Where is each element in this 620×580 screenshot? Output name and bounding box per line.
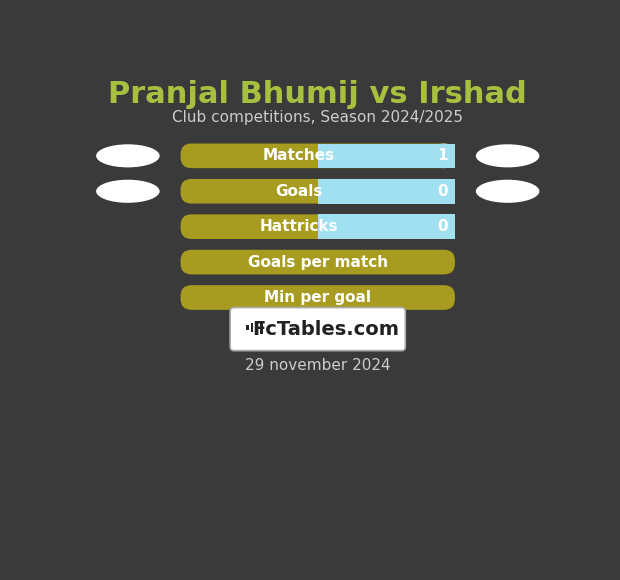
- Bar: [317, 179, 455, 204]
- Text: 1: 1: [437, 148, 448, 164]
- FancyBboxPatch shape: [180, 215, 455, 239]
- Ellipse shape: [96, 144, 160, 168]
- Text: Min per goal: Min per goal: [264, 290, 371, 305]
- Text: 0: 0: [437, 184, 448, 199]
- Bar: [247, 325, 249, 330]
- Bar: [255, 324, 258, 331]
- Text: Matches: Matches: [262, 148, 335, 164]
- FancyBboxPatch shape: [180, 250, 455, 274]
- Text: 29 november 2024: 29 november 2024: [245, 358, 391, 373]
- FancyBboxPatch shape: [180, 143, 455, 168]
- Bar: [251, 323, 254, 332]
- Ellipse shape: [476, 180, 539, 203]
- FancyBboxPatch shape: [433, 179, 455, 204]
- FancyBboxPatch shape: [180, 285, 455, 310]
- FancyBboxPatch shape: [433, 215, 455, 239]
- Text: Goals: Goals: [275, 184, 322, 199]
- Ellipse shape: [476, 144, 539, 168]
- Text: FcTables.com: FcTables.com: [252, 320, 399, 339]
- Bar: [260, 321, 263, 334]
- Text: 0: 0: [437, 219, 448, 234]
- Bar: [317, 143, 455, 168]
- Bar: [317, 215, 455, 239]
- Text: Hattricks: Hattricks: [259, 219, 338, 234]
- FancyBboxPatch shape: [230, 307, 405, 351]
- Text: Pranjal Bhumij vs Irshad: Pranjal Bhumij vs Irshad: [108, 79, 527, 108]
- FancyBboxPatch shape: [180, 179, 455, 204]
- Text: Club competitions, Season 2024/2025: Club competitions, Season 2024/2025: [172, 110, 463, 125]
- Ellipse shape: [96, 180, 160, 203]
- Text: Goals per match: Goals per match: [247, 255, 388, 270]
- FancyBboxPatch shape: [433, 143, 455, 168]
